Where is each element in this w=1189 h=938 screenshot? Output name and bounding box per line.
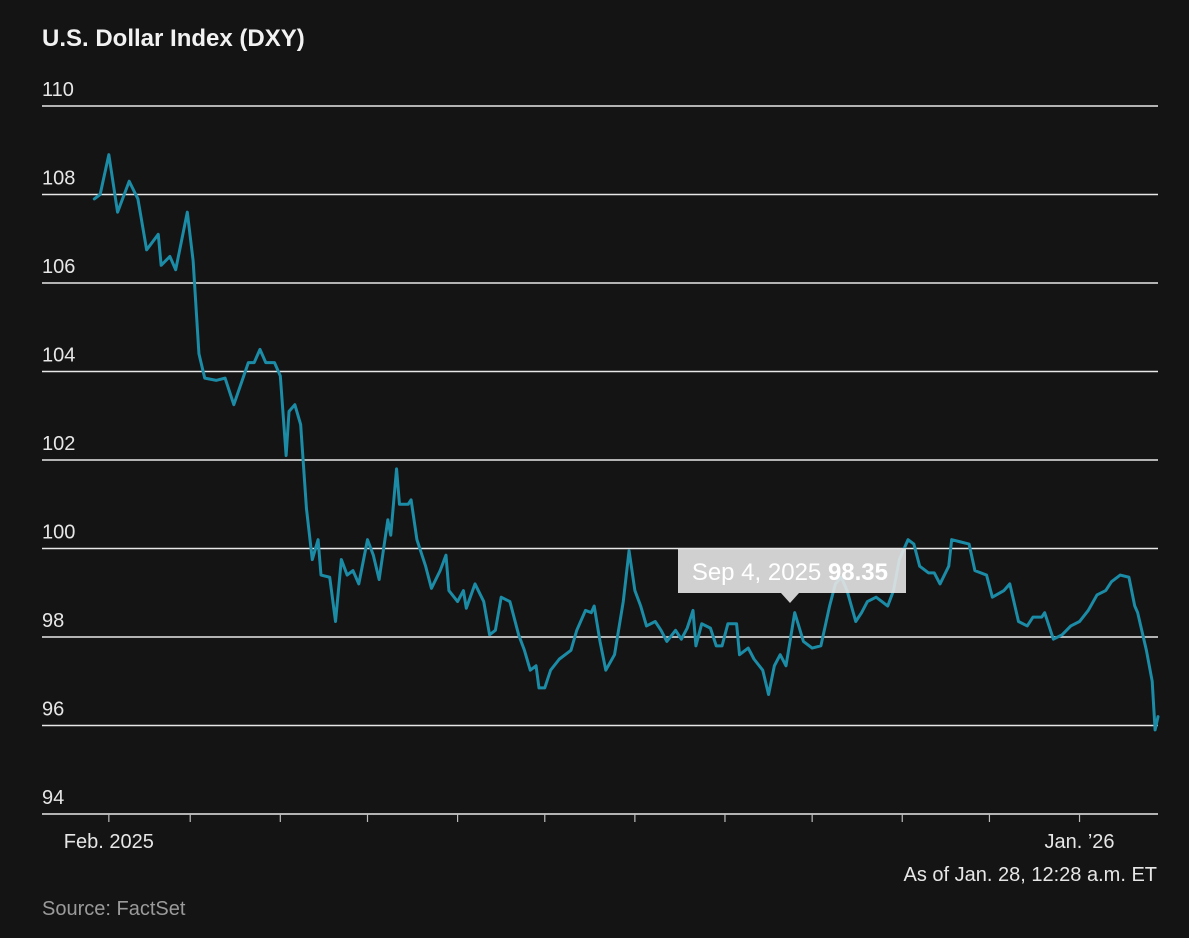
y-tick-label: 108 [42, 168, 75, 190]
plot [92, 153, 1160, 732]
y-tick-label: 96 [42, 699, 64, 721]
y-tick-label: 104 [42, 345, 75, 367]
y-tick-label: 98 [42, 610, 64, 632]
source: Source: FactSet [42, 898, 186, 920]
y-tick-label: 110 [42, 79, 74, 101]
as-of-note: As of Jan. 28, 12:28 a.m. ET [904, 864, 1157, 886]
y-tick-label: 106 [42, 256, 75, 278]
x-tick-label: Jan. ’26 [1045, 831, 1115, 853]
chart-title: U.S. Dollar Index (DXY) [42, 25, 305, 52]
tooltip-box [678, 548, 906, 593]
y-tick-label: 102 [42, 433, 75, 455]
tooltip-date: Sep 4, 2025 [692, 559, 821, 586]
tooltip-value: 98.35 [828, 559, 888, 586]
tooltip-pointer [781, 593, 799, 603]
tooltip: Sep 4, 2025 98.35 [678, 548, 906, 603]
y-tick-label: 94 [42, 787, 64, 809]
price-line [92, 153, 1160, 732]
y-tick-label: 100 [42, 522, 75, 544]
grid: 94 96 98 100 102 104 106 108 110 Feb. 2025 Jan. ’2… [42, 79, 1158, 853]
tooltip-text: Sep 4, 2025 98.35 [692, 559, 888, 586]
x-tick-label: Feb. 2025 [64, 831, 154, 853]
